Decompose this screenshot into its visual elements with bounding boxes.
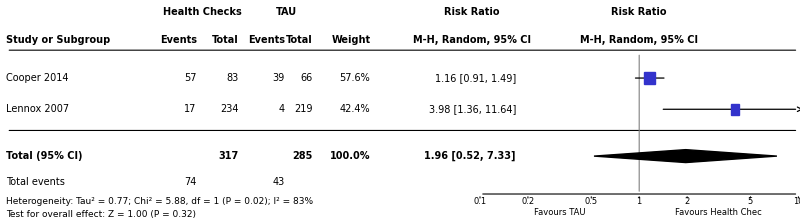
Text: Test for overall effect: Z = 1.00 (P = 0.32): Test for overall effect: Z = 1.00 (P = 0…	[6, 210, 197, 219]
Text: Health Checks: Health Checks	[163, 7, 242, 17]
Text: Lennox 2007: Lennox 2007	[6, 104, 70, 114]
Text: 317: 317	[218, 151, 238, 161]
Text: 43: 43	[273, 177, 285, 187]
Text: 1: 1	[637, 197, 642, 206]
Text: 4: 4	[278, 104, 285, 114]
Text: 0.5: 0.5	[585, 197, 598, 206]
Text: Total: Total	[286, 35, 313, 45]
Text: 234: 234	[220, 104, 238, 114]
Text: 66: 66	[301, 73, 313, 83]
Text: Risk Ratio: Risk Ratio	[444, 7, 500, 17]
Text: 100.0%: 100.0%	[330, 151, 370, 161]
Text: M-H, Random, 95% CI: M-H, Random, 95% CI	[580, 35, 698, 45]
Text: Heterogeneity: Tau² = 0.77; Chi² = 5.88, df = 1 (P = 0.02); I² = 83%: Heterogeneity: Tau² = 0.77; Chi² = 5.88,…	[6, 197, 314, 206]
Text: 42.4%: 42.4%	[340, 104, 370, 114]
Text: 285: 285	[293, 151, 313, 161]
Text: Favours TAU: Favours TAU	[534, 209, 586, 217]
Text: 17: 17	[185, 104, 197, 114]
Text: 219: 219	[294, 104, 313, 114]
Text: Events: Events	[248, 35, 285, 45]
Text: Weight: Weight	[331, 35, 370, 45]
Text: 5: 5	[748, 197, 753, 206]
Text: Favours Health Chec: Favours Health Chec	[675, 209, 762, 217]
Text: Events: Events	[160, 35, 197, 45]
Text: 2: 2	[685, 197, 690, 206]
Text: Total: Total	[212, 35, 238, 45]
Text: 1.96 [0.52, 7.33]: 1.96 [0.52, 7.33]	[425, 151, 516, 161]
Text: 3.98 [1.36, 11.64]: 3.98 [1.36, 11.64]	[429, 104, 516, 114]
Text: 1.16 [0.91, 1.49]: 1.16 [0.91, 1.49]	[434, 73, 516, 83]
Text: Risk Ratio: Risk Ratio	[611, 7, 667, 17]
Text: TAU: TAU	[276, 7, 297, 17]
Text: Total (95% CI): Total (95% CI)	[6, 151, 83, 161]
Text: 57: 57	[184, 73, 197, 83]
Text: 74: 74	[185, 177, 197, 187]
Text: 57.6%: 57.6%	[340, 73, 370, 83]
Text: 0.1: 0.1	[474, 197, 486, 206]
Text: 39: 39	[273, 73, 285, 83]
Text: 0.2: 0.2	[522, 197, 534, 206]
Text: 10: 10	[793, 197, 800, 206]
Text: Cooper 2014: Cooper 2014	[6, 73, 69, 83]
Text: Total events: Total events	[6, 177, 66, 187]
Text: Study or Subgroup: Study or Subgroup	[6, 35, 110, 45]
Text: 83: 83	[226, 73, 238, 83]
Text: M-H, Random, 95% CI: M-H, Random, 95% CI	[413, 35, 531, 45]
